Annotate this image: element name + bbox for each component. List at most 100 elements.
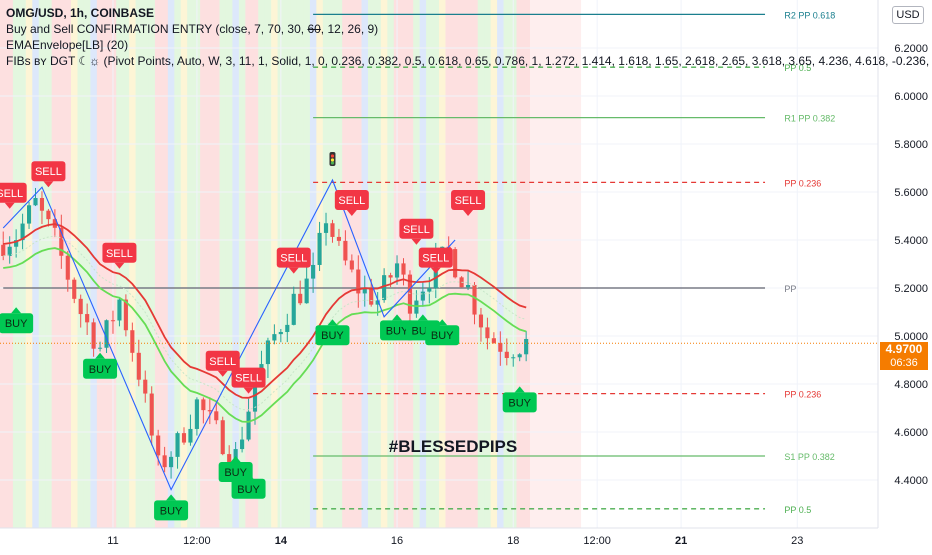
sell-signal: SELL bbox=[31, 161, 66, 188]
buy-signal-pointer bbox=[417, 314, 428, 321]
indicator-buy-sell[interactable]: Buy and Sell CONFIRMATION ENTRY (close, … bbox=[6, 21, 932, 37]
sell-signal-pointer bbox=[288, 267, 299, 274]
ema-mid-line bbox=[3, 235, 527, 411]
sell-signal-label: SELL bbox=[209, 356, 236, 368]
candle-body bbox=[149, 393, 154, 436]
candle-body bbox=[1, 244, 6, 256]
candle-body bbox=[317, 232, 322, 265]
last-price-tag: 4.9700 06:36 bbox=[880, 342, 928, 370]
sell-signal-box bbox=[31, 161, 66, 182]
candle-body bbox=[491, 338, 496, 343]
buy-signal-box bbox=[218, 462, 253, 482]
candle-body bbox=[472, 284, 477, 315]
buy-signal: BUY bbox=[425, 319, 460, 346]
candle-body bbox=[382, 275, 387, 301]
sell-signal: SELL bbox=[276, 247, 311, 274]
symbol-title[interactable]: OMG/USD, 1h, COINBASE bbox=[6, 6, 155, 20]
buy-signal-box bbox=[83, 358, 118, 379]
candle-body bbox=[252, 384, 258, 412]
sell-signal-box bbox=[451, 190, 486, 210]
candle-body bbox=[330, 223, 335, 237]
sell-signal-box bbox=[399, 218, 434, 239]
candle-body bbox=[453, 249, 458, 278]
session-band bbox=[238, 0, 246, 528]
signals: SELL SELL SELL SELL SELL SELL SELL SELL SELL SELL… bbox=[0, 161, 537, 521]
sell-signal: SELL bbox=[451, 190, 486, 216]
price-tick-label: 5.2000 bbox=[894, 283, 928, 295]
candle-body bbox=[291, 293, 296, 325]
buy-signal-label: BUY bbox=[89, 364, 112, 376]
buy-signal-pointer bbox=[243, 472, 254, 479]
price-tick-label: 4.4000 bbox=[894, 475, 928, 487]
session-band bbox=[90, 0, 98, 528]
buy-signal: BUY bbox=[0, 307, 34, 334]
buy-signal-pointer bbox=[437, 319, 448, 326]
ema-lower-band bbox=[3, 247, 527, 423]
buy-signal: BUY bbox=[380, 314, 415, 341]
indicator-buy-sell-suffix: , 12, 26, 9) bbox=[320, 22, 379, 36]
session-band bbox=[154, 0, 162, 528]
session-band bbox=[367, 0, 376, 528]
time-axis: 11 12:00 14 16 18 12:00 21 23 bbox=[0, 527, 932, 550]
buy-signal-box bbox=[425, 325, 460, 346]
candle-body bbox=[175, 433, 180, 457]
time-tick-label: 16 bbox=[391, 535, 403, 547]
session-band bbox=[271, 0, 279, 528]
candle-body bbox=[98, 347, 103, 349]
session-band bbox=[142, 0, 150, 528]
candle-body bbox=[207, 410, 212, 412]
candle-body bbox=[181, 433, 187, 443]
sell-signal-pointer bbox=[430, 267, 441, 274]
candle-body bbox=[65, 255, 70, 280]
candle-body bbox=[304, 278, 309, 304]
session-band bbox=[122, 0, 130, 528]
session-band bbox=[232, 0, 240, 528]
indicator-fibs[interactable]: FIBs ʙʏ DGT ☾☼ (Pivot Points, Auto, W, 3… bbox=[6, 54, 932, 68]
session-band bbox=[471, 0, 479, 528]
session-band bbox=[477, 0, 485, 528]
sell-signal-label: SELL bbox=[0, 188, 23, 200]
candle-body bbox=[356, 269, 361, 294]
candle-body bbox=[498, 342, 503, 352]
ema-envelope bbox=[3, 223, 527, 423]
zigzag-line bbox=[2, 178, 456, 491]
sell-signal-pointer bbox=[243, 387, 254, 394]
candle-body bbox=[394, 263, 400, 278]
session-band bbox=[225, 0, 234, 528]
candle-body bbox=[85, 314, 90, 323]
sell-signal-pointer bbox=[346, 210, 357, 216]
session-band bbox=[19, 0, 27, 528]
candle-body bbox=[227, 454, 232, 463]
sell-signal-pointer bbox=[463, 210, 474, 216]
sell-signal-label: SELL bbox=[403, 224, 430, 236]
currency-button[interactable]: USD bbox=[892, 6, 924, 24]
session-band bbox=[174, 0, 182, 528]
projection-band bbox=[529, 0, 582, 528]
candle-body bbox=[298, 293, 303, 304]
time-axis-bg bbox=[0, 528, 932, 550]
buy-signal: BUY bbox=[218, 456, 253, 482]
buy-signal-pointer bbox=[11, 307, 22, 314]
candle-body bbox=[188, 428, 193, 443]
session-band bbox=[380, 0, 388, 528]
candle-body bbox=[272, 334, 277, 341]
session-band bbox=[335, 0, 343, 528]
sell-signal: SELL bbox=[334, 190, 369, 216]
bar-countdown: 06:36 bbox=[890, 357, 918, 369]
price-tick-label: 4.8000 bbox=[894, 379, 928, 391]
sell-signal-box bbox=[205, 350, 240, 371]
price-tick-label: 6.0000 bbox=[894, 91, 928, 103]
candle-body bbox=[104, 320, 109, 348]
indicator-ema-envelope[interactable]: EMAEnvelope[LB] (20) bbox=[6, 38, 129, 52]
sell-signal-label: SELL bbox=[106, 248, 133, 260]
traffic-light-yellow bbox=[330, 158, 335, 162]
sell-signal: SELL bbox=[102, 242, 137, 269]
buy-signal-label: BUY bbox=[160, 505, 183, 517]
candle-body bbox=[517, 354, 522, 358]
last-price-value: 4.9700 bbox=[885, 342, 923, 356]
candle-body bbox=[46, 210, 51, 220]
session-band bbox=[522, 0, 530, 528]
candle-body bbox=[59, 227, 64, 256]
